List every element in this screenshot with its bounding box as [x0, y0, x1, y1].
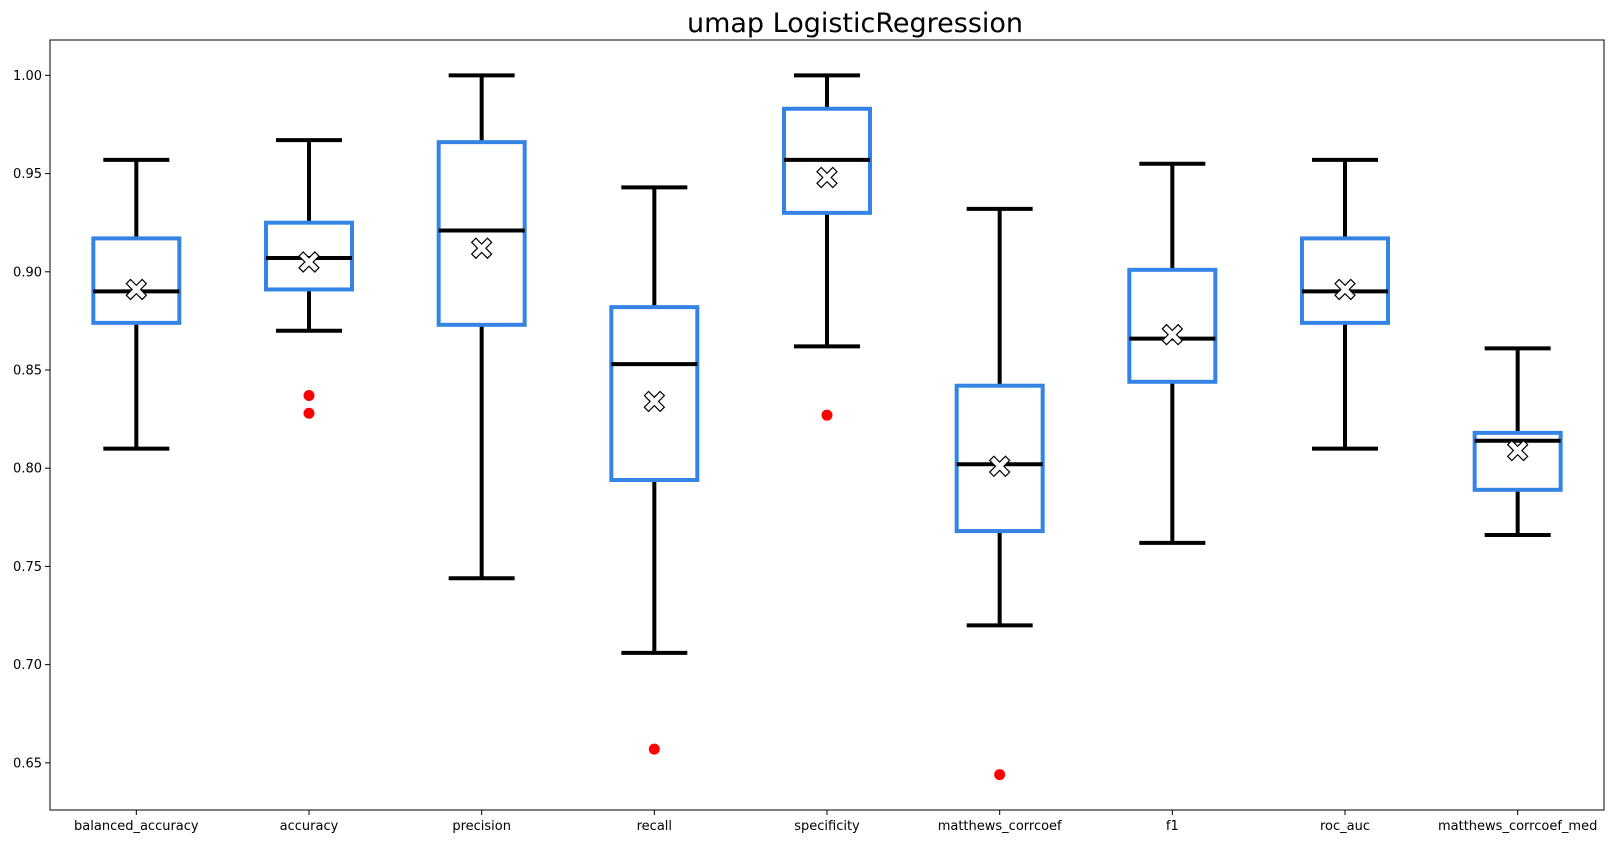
- box-group-recall: [609, 185, 700, 755]
- y-tick-label: 0.65: [13, 756, 42, 771]
- chart-title: umap LogisticRegression: [687, 8, 1023, 39]
- outlier-point: [303, 390, 315, 402]
- x-tick-label: recall: [637, 819, 672, 834]
- box-iqr: [1127, 267, 1218, 384]
- y-tick-label: 0.95: [13, 167, 42, 182]
- mean-marker: [1506, 439, 1529, 462]
- x-tick-label: balanced_accuracy: [74, 819, 199, 834]
- box-iqr: [1300, 236, 1390, 325]
- y-tick-label: 0.80: [13, 462, 42, 477]
- box-iqr: [91, 236, 182, 325]
- box-group-f1: [1127, 161, 1218, 545]
- box-group-matthews_corrcoef: [954, 206, 1045, 781]
- x-tick-label: accuracy: [280, 819, 339, 834]
- mean-marker: [298, 251, 320, 273]
- x-tick-label: matthews_corrcoef: [938, 819, 1062, 834]
- mean-marker: [988, 455, 1011, 478]
- y-axis: 0.65 0.70 0.75 0.80 0.85 0.90 0.95 1.00: [13, 69, 50, 771]
- box-iqr: [436, 140, 527, 327]
- box-iqr: [954, 383, 1045, 534]
- x-tick-label: matthews_corrcoef_med: [1438, 819, 1597, 834]
- y-tick-label: 0.70: [13, 658, 42, 673]
- mean-marker: [1334, 278, 1356, 301]
- mean-marker: [643, 390, 666, 413]
- y-tick-label: 0.90: [13, 265, 42, 280]
- boxes-layer: [91, 73, 1563, 781]
- box-group-balanced_accuracy: [91, 157, 182, 451]
- x-tick-label: f1: [1166, 819, 1179, 834]
- mean-marker: [125, 278, 148, 301]
- outlier-point: [648, 743, 660, 755]
- box-group-matthews_corrcoef_med: [1472, 346, 1563, 537]
- outlier-point: [303, 407, 315, 419]
- mean-marker: [470, 237, 493, 260]
- y-tick-label: 1.00: [13, 69, 42, 84]
- x-axis: balanced_accuracy accuracy precision recall…: [74, 810, 1597, 834]
- y-tick-label: 0.75: [13, 560, 42, 575]
- mean-marker: [816, 166, 838, 189]
- x-tick-label: roc_auc: [1320, 819, 1370, 834]
- mean-marker: [1161, 323, 1184, 346]
- box-group-specificity: [782, 73, 872, 421]
- box-group-accuracy: [264, 138, 354, 419]
- plot-frame: [49, 39, 1605, 811]
- box-group-roc_auc: [1300, 157, 1390, 451]
- box-iqr: [1472, 430, 1563, 492]
- x-tick-label: precision: [452, 819, 511, 834]
- box-group-precision: [436, 73, 527, 581]
- outlier-point: [994, 769, 1006, 781]
- x-tick-label: specificity: [794, 819, 860, 834]
- y-tick-label: 0.85: [13, 364, 42, 379]
- box-iqr: [609, 305, 700, 482]
- outlier-point: [821, 409, 833, 421]
